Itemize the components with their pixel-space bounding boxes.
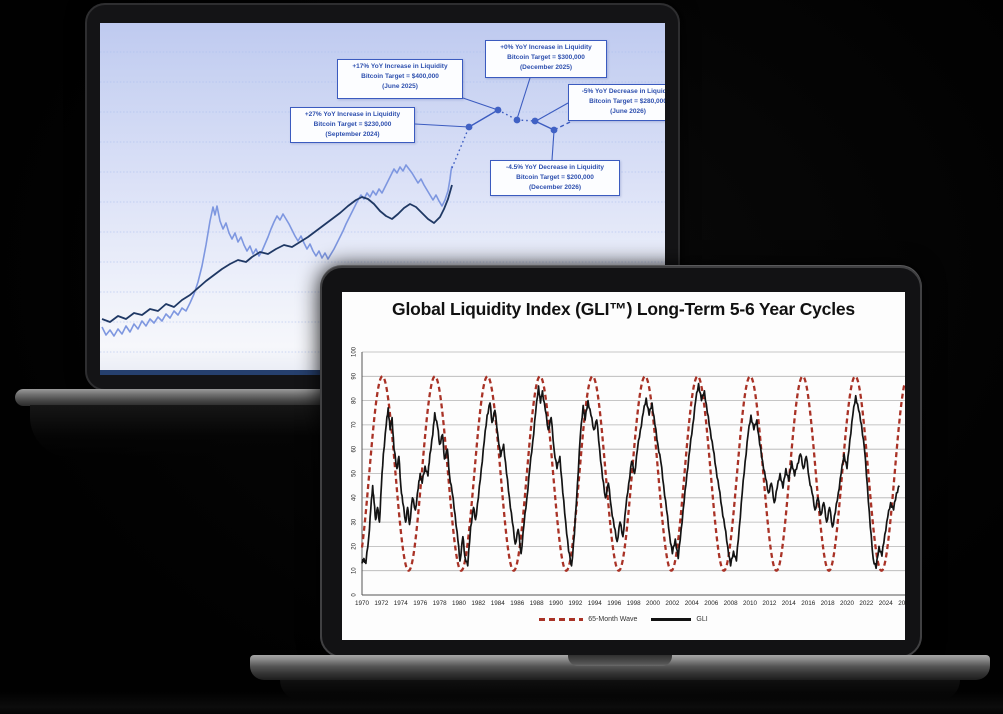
svg-text:70: 70 (352, 421, 358, 428)
annotation-box: +0% YoY Increase in Liquidity Bitcoin Tar… (485, 40, 607, 78)
svg-text:10: 10 (352, 567, 358, 574)
svg-text:20: 20 (352, 542, 358, 549)
front-laptop-base-notch (568, 655, 672, 666)
annotation-line: +27% YoY Increase in Liquidity (304, 111, 401, 118)
annotation-line: (September 2024) (325, 130, 380, 138)
front-laptop-screen: Global Liquidity Index (GLI™) Long-Term … (342, 292, 905, 640)
annotation-box: +27% YoY Increase in Liquidity Bitcoin Ta… (290, 107, 415, 143)
annotation-line: +0% YoY Increase in Liquidity (500, 44, 592, 51)
svg-text:1986: 1986 (510, 600, 525, 607)
legend-label-wave: 65-Month Wave (588, 616, 638, 623)
front-laptop-lid: Global Liquidity Index (GLI™) Long-Term … (320, 266, 922, 658)
svg-text:2006: 2006 (704, 600, 719, 607)
legend-label-gli: GLI (696, 616, 708, 623)
svg-text:1974: 1974 (394, 600, 409, 607)
floor-reflection (0, 692, 1003, 714)
annotation-line: (December 2026) (528, 183, 582, 191)
annotation-line: Bitcoin Target = $200,000 (516, 173, 594, 181)
svg-text:0: 0 (352, 593, 358, 597)
svg-text:1994: 1994 (588, 600, 603, 607)
svg-text:2018: 2018 (821, 600, 836, 607)
svg-text:2008: 2008 (724, 600, 739, 607)
legend-item-gli: GLI (651, 616, 708, 623)
svg-text:2010: 2010 (743, 600, 758, 607)
annotation-line: -5% YoY Decrease in Liquidity (581, 88, 665, 95)
annotation-line: Bitcoin Target = $280,000 (589, 97, 665, 105)
annotation-line: Bitcoin Target = $400,000 (361, 72, 439, 80)
svg-text:1980: 1980 (452, 600, 467, 607)
svg-text:90: 90 (352, 372, 358, 379)
svg-text:2024: 2024 (879, 600, 894, 607)
gli-chart-title: Global Liquidity Index (GLI™) Long-Term … (392, 299, 855, 319)
svg-text:2000: 2000 (646, 600, 661, 607)
annotation-line: (December 2025) (519, 63, 573, 71)
wave-dashed-line-swatch (539, 618, 584, 621)
svg-text:50: 50 (352, 470, 358, 477)
annotation-box: -5% YoY Decrease in Liquidity Bitcoin Tar… (568, 84, 665, 121)
svg-text:2016: 2016 (801, 600, 816, 607)
svg-text:1988: 1988 (530, 600, 545, 607)
svg-text:2004: 2004 (685, 600, 700, 607)
annotation-line: (June 2025) (382, 82, 418, 90)
btc-chart-svg (100, 51, 665, 353)
svg-text:1996: 1996 (607, 600, 622, 607)
svg-text:1982: 1982 (471, 600, 486, 607)
svg-text:100: 100 (352, 346, 358, 357)
annotation-line: +17% YoY Increase in Liquidity (352, 63, 448, 70)
annotation-line: (June 2026) (610, 107, 646, 115)
annotation-box: +17% YoY Increase in Liquidity Bitcoin Ta… (337, 59, 463, 99)
svg-text:2012: 2012 (762, 600, 777, 607)
svg-text:2026: 2026 (898, 600, 905, 607)
svg-text:1984: 1984 (491, 600, 506, 607)
svg-text:1978: 1978 (433, 600, 448, 607)
svg-text:40: 40 (352, 494, 358, 501)
annotation-line: Bitcoin Target = $300,000 (507, 53, 585, 61)
svg-text:2002: 2002 (665, 600, 680, 607)
svg-text:1992: 1992 (568, 600, 583, 607)
legend-item-wave: 65-Month Wave (539, 616, 637, 623)
svg-text:60: 60 (352, 445, 358, 452)
svg-text:1990: 1990 (549, 600, 564, 607)
annotation-line: -4.5% YoY Decrease in Liquidity (506, 164, 604, 171)
svg-text:2022: 2022 (859, 600, 874, 607)
gli-chart-legend: 65-Month Wave GLI (342, 616, 905, 623)
gli-solid-line-swatch (651, 618, 692, 621)
front-laptop-base (250, 655, 990, 680)
svg-text:2020: 2020 (840, 600, 855, 607)
svg-text:1998: 1998 (627, 600, 642, 607)
annotation-line: Bitcoin Target = $230,000 (313, 120, 392, 128)
svg-text:80: 80 (352, 397, 358, 404)
gli-chart-svg: 0 10 20 30 40 50 60 70 80 90 100 1970 1972 1974 1976 19… (352, 346, 905, 607)
svg-text:2014: 2014 (782, 600, 797, 607)
svg-text:1972: 1972 (374, 600, 389, 607)
svg-text:1976: 1976 (413, 600, 428, 607)
annotation-box: -4.5% YoY Decrease in Liquidity Bitcoin T… (490, 160, 620, 196)
svg-text:1970: 1970 (355, 600, 370, 607)
svg-text:30: 30 (352, 518, 358, 525)
